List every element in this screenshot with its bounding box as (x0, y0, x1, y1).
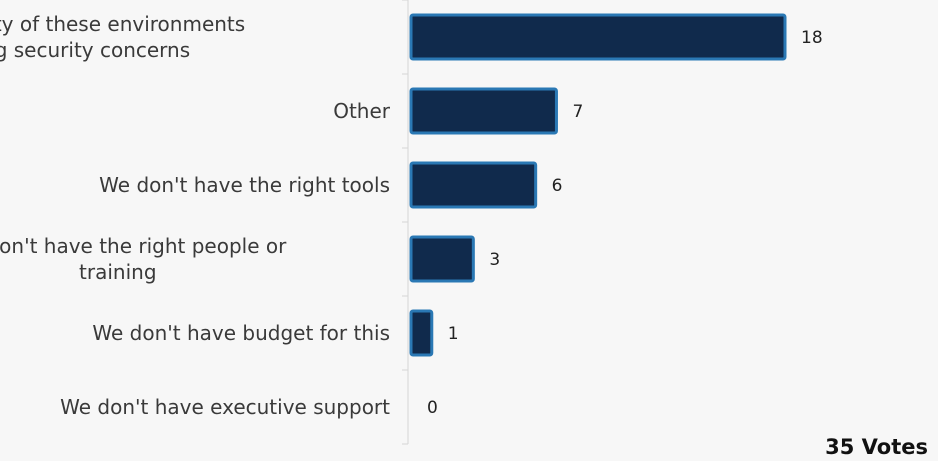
category-label-line: We don't have the right tools (99, 173, 390, 197)
category-label: Other (333, 99, 391, 123)
bar (409, 309, 434, 357)
category-label: We don't have executive support (60, 395, 390, 419)
bar (409, 235, 475, 283)
votes-count: 35 Votes (825, 435, 928, 459)
bar (409, 13, 787, 61)
category-label: We don't have the right tools (99, 173, 390, 197)
value-label: 6 (552, 176, 563, 196)
category-label: Complexity of these environmentsbring se… (0, 12, 245, 62)
value-label: 0 (427, 398, 438, 418)
category-label-line: bring security concerns (0, 38, 190, 62)
category-label: We don't have budget for this (92, 321, 390, 345)
value-label: 3 (489, 250, 500, 270)
bar (409, 87, 558, 135)
category-label-line: We don't have budget for this (92, 321, 390, 345)
category-label-line: Complexity of these environments (0, 12, 245, 36)
value-label: 18 (801, 28, 823, 48)
category-label-line: We don't have executive support (60, 395, 390, 419)
category-label-line: training (79, 260, 156, 284)
value-label: 7 (572, 102, 583, 122)
bar (409, 161, 538, 209)
category-label-line: We don't have the right people or (0, 234, 287, 258)
value-label: 1 (448, 324, 459, 344)
category-label: We don't have the right people ortrainin… (0, 234, 287, 284)
category-label-line: Other (333, 99, 391, 123)
